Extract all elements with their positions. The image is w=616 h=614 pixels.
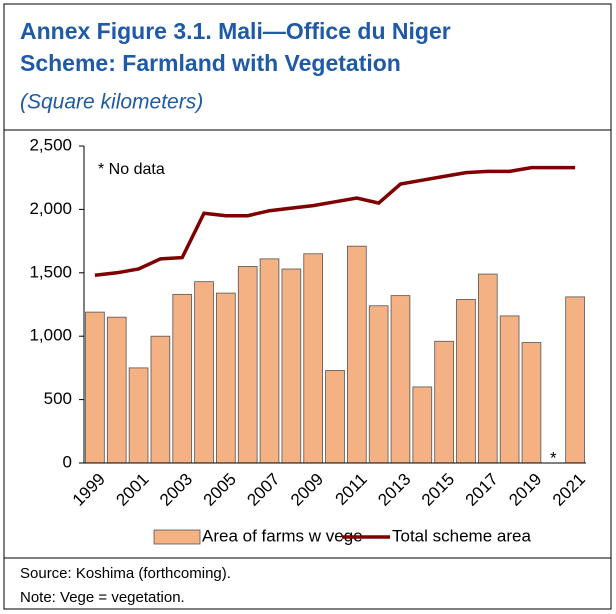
x-tick-label: 2003 (156, 470, 196, 510)
bar (237, 266, 258, 464)
chart-subtitle: (Square kilometers) (20, 91, 203, 114)
x-tick-label: 2007 (243, 470, 283, 510)
y-tick-label: 1,500 (29, 262, 72, 281)
bar (150, 335, 171, 464)
bar (477, 273, 498, 464)
x-tick-label: 2009 (287, 470, 327, 510)
bar (172, 293, 193, 464)
chart-title: Scheme: Farmland with Vegetation (20, 50, 401, 76)
bar (128, 367, 149, 464)
y-tick-label: 2,500 (29, 135, 72, 154)
bar (259, 258, 280, 464)
y-tick-label: 1,000 (29, 326, 72, 345)
y-tick-label: 500 (44, 389, 72, 408)
x-tick-label: 2017 (462, 470, 502, 510)
bar (303, 253, 323, 464)
x-tick-label: 2013 (374, 470, 414, 510)
bar (499, 315, 520, 464)
x-tick-label: 2005 (200, 470, 240, 510)
no-data-marker: * (550, 448, 557, 467)
x-tick-label: 2001 (112, 470, 152, 510)
bar (565, 296, 585, 464)
bar (325, 370, 345, 464)
bar (106, 316, 127, 464)
legend-label: Area of farms w vege (202, 526, 363, 545)
source: Source: Koshima (forthcoming). (20, 565, 231, 582)
bar (456, 299, 476, 464)
note: Note: Vege = vegetation. (20, 589, 185, 606)
bar (434, 340, 454, 464)
bar (390, 295, 411, 464)
bar (521, 342, 542, 464)
legend-swatch (153, 529, 201, 545)
plot-frame (3, 129, 612, 559)
y-tick-label: 2,000 (29, 199, 72, 218)
bar (85, 311, 105, 464)
bar (412, 386, 433, 464)
x-tick-label: 2019 (505, 470, 545, 510)
y-tick-label: 0 (63, 452, 72, 471)
x-tick-label: 2015 (418, 470, 458, 510)
x-tick-label: 2021 (549, 470, 589, 510)
annotation: * No data (98, 161, 165, 178)
legend-label: Total scheme area (392, 526, 531, 545)
chart-title: Annex Figure 3.1. Mali—Office du Niger (20, 18, 451, 44)
bar (281, 268, 302, 464)
bar (216, 292, 236, 464)
x-tick-label: 1999 (69, 470, 109, 510)
line (94, 165, 576, 278)
bar (368, 305, 389, 464)
bar (194, 281, 214, 464)
x-tick-label: 2011 (332, 470, 371, 509)
bar (347, 245, 367, 464)
